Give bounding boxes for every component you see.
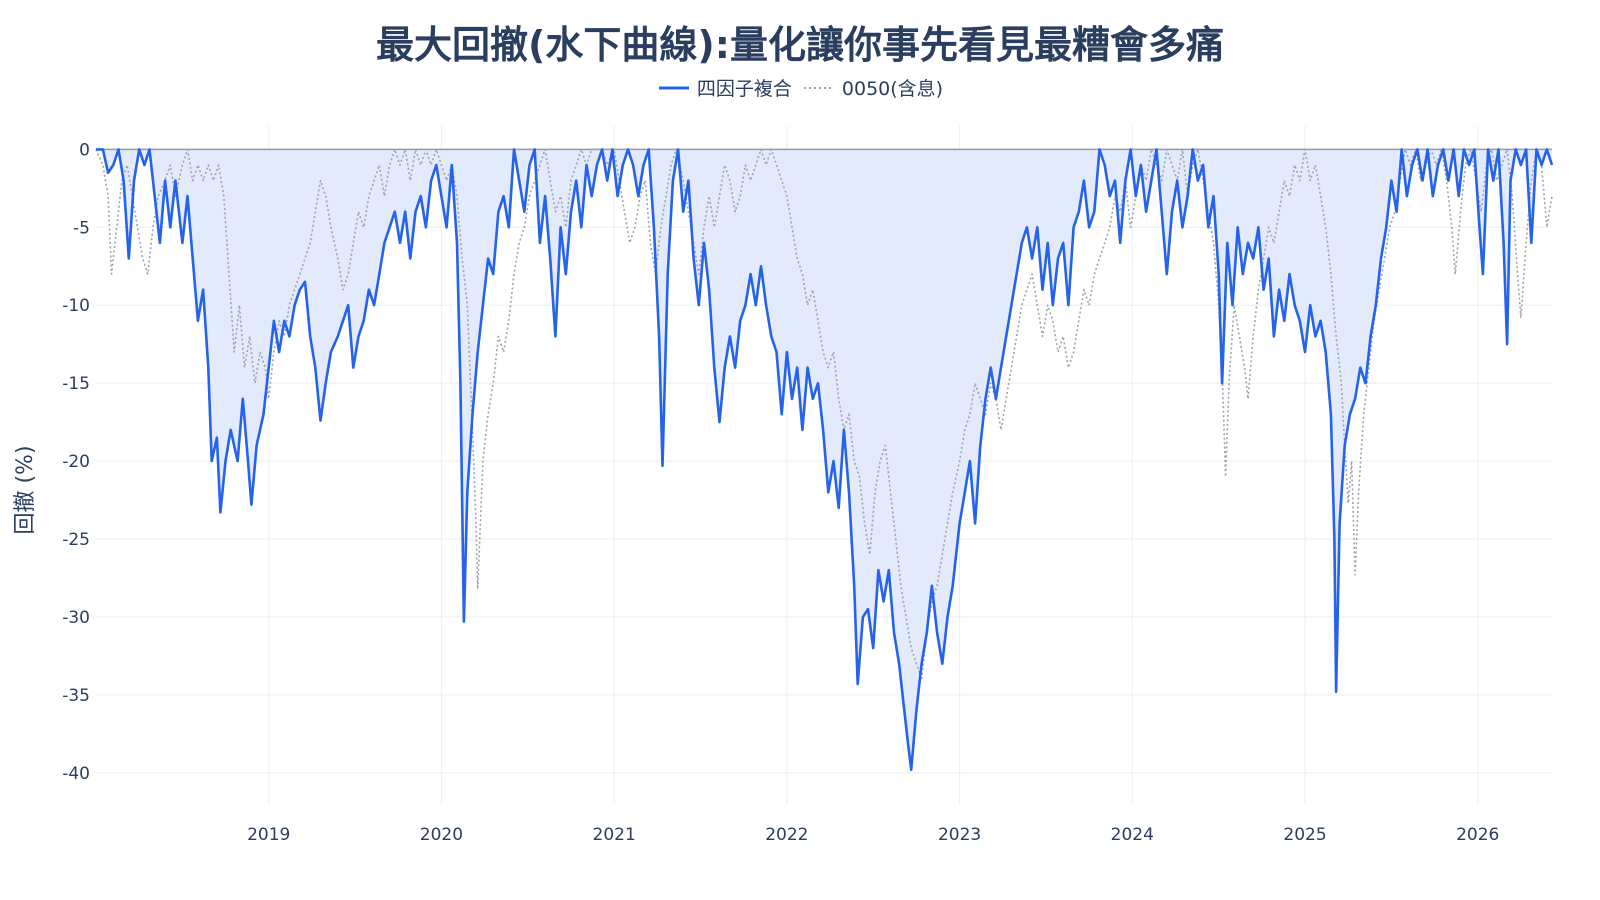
series-line-0050 [95, 148, 1553, 681]
series-lines [95, 148, 1554, 771]
chart-title: 最大回撤(水下曲線):量化讓你事先看見最糟會多痛 [376, 23, 1224, 67]
legend-swatch-dotted [803, 86, 834, 89]
x-tick-label: 2024 [1111, 825, 1154, 845]
y-tick-label: -30 [62, 608, 90, 628]
legend-label-0050: 0050(含息) [841, 78, 944, 100]
x-tick-label: 2020 [420, 825, 463, 845]
series-line-composite [96, 148, 1554, 771]
y-tick-label: -15 [62, 374, 90, 394]
composite-area-fill [96, 149, 1552, 770]
x-tick-label: 2026 [1456, 825, 1499, 845]
legend: 四因子複合 0050(含息) [0, 74, 1600, 101]
y-tick-label: -25 [62, 530, 90, 550]
x-tick-label: 2023 [938, 825, 981, 845]
x-tick-label: 2019 [247, 825, 290, 845]
y-tick-label: -35 [62, 686, 90, 706]
legend-item-composite[interactable]: 四因子複合 [657, 74, 792, 101]
x-tick-label: 2025 [1283, 825, 1326, 845]
x-tick-label: 2021 [593, 825, 636, 845]
legend-label-composite: 四因子複合 [696, 78, 792, 100]
legend-item-0050[interactable]: 0050(含息) [802, 74, 943, 101]
area-fills [96, 149, 1552, 770]
legend-swatch-solid [658, 86, 689, 89]
x-tick-label: 2022 [765, 825, 808, 845]
y-tick-label: -10 [62, 296, 90, 316]
y-axis-ticks: 0 -5 -10 -15 -20 -25 -30 -35 -40 [62, 140, 90, 783]
x-axis-ticks: 2019 2020 2021 2022 2023 2024 2025 2026 [247, 825, 1499, 845]
y-tick-label: -40 [62, 764, 90, 784]
y-tick-label: -20 [62, 452, 90, 472]
y-tick-label: 0 [79, 140, 90, 160]
y-tick-label: -5 [73, 218, 90, 238]
